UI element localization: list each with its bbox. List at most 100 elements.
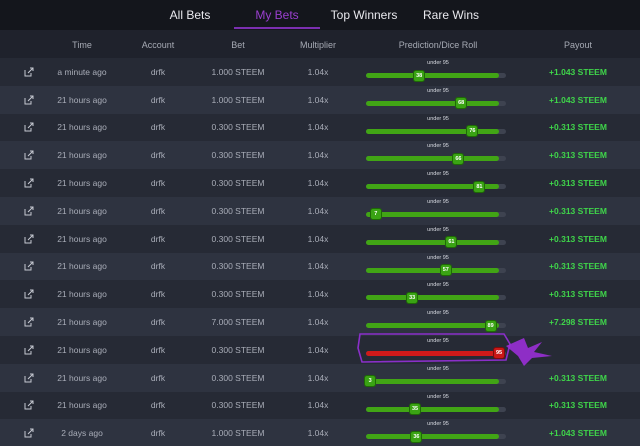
bet-amount: 1.000 STEEM <box>211 66 265 77</box>
bet-payout <box>540 336 616 364</box>
open-link-icon[interactable] <box>18 336 40 364</box>
prediction-label: under 95 <box>427 226 449 233</box>
bet-amount: 0.300 STEEM <box>211 261 265 272</box>
open-link-icon[interactable] <box>18 114 40 142</box>
bet-payout: +0.313 STEEM <box>549 122 607 133</box>
roll-track: 76 <box>366 125 506 138</box>
bet-account[interactable]: drfk <box>150 317 166 328</box>
bet-time: 21 hours ago <box>57 261 107 272</box>
tab-my-bets[interactable]: My Bets <box>234 0 320 30</box>
bet-multiplier: 1.04x <box>307 94 329 105</box>
roll-range-fill <box>366 128 499 134</box>
bet-multiplier: 1.04x <box>307 66 329 77</box>
table-row: 21 hours ago drfk 0.300 STEEM 1.04x unde… <box>0 169 640 197</box>
prediction-label: under 95 <box>427 393 449 400</box>
bet-amount: 0.300 STEEM <box>211 372 265 383</box>
bet-account[interactable]: drfk <box>150 150 166 161</box>
bet-account[interactable]: drfk <box>150 122 166 133</box>
prediction-label: under 95 <box>427 337 449 344</box>
prediction-label: under 95 <box>427 365 449 372</box>
roll-range-fill <box>366 434 499 440</box>
roll-range-fill <box>366 350 499 356</box>
prediction-roll-bar: under 95 57 <box>366 253 510 281</box>
bet-account[interactable]: drfk <box>150 233 166 244</box>
prediction-roll-bar: under 95 36 <box>366 419 510 446</box>
roll-result-marker: 95 <box>493 347 505 360</box>
bet-amount: 0.300 STEEM <box>211 344 265 355</box>
roll-range-fill <box>366 267 499 273</box>
open-link-icon[interactable] <box>18 280 40 308</box>
bet-multiplier: 1.04x <box>307 233 329 244</box>
roll-range-fill <box>366 73 499 78</box>
bet-account[interactable]: drfk <box>150 400 166 411</box>
bet-multiplier: 1.04x <box>307 400 329 411</box>
open-link-icon[interactable] <box>18 169 40 197</box>
bet-account[interactable]: drfk <box>150 178 166 189</box>
prediction-label: under 95 <box>427 310 449 317</box>
roll-result-marker: 7 <box>369 208 382 221</box>
bet-payout: +7.298 STEEM <box>549 317 607 328</box>
open-link-icon[interactable] <box>18 225 40 253</box>
open-link-icon[interactable] <box>18 197 40 225</box>
roll-track: 89 <box>366 319 506 332</box>
roll-track: 61 <box>366 236 506 249</box>
prediction-label: under 95 <box>427 198 449 205</box>
table-row: 21 hours ago drfk 0.300 STEEM 1.04x unde… <box>0 363 640 392</box>
bet-time: 21 hours ago <box>57 400 107 411</box>
table-row: 21 hours ago drfk 0.300 STEEM 1.04x unde… <box>0 196 640 225</box>
prediction-roll-bar: under 95 35 <box>366 392 510 420</box>
roll-range-fill <box>366 211 499 217</box>
roll-range-fill <box>366 323 499 329</box>
open-link-icon[interactable] <box>18 364 40 392</box>
bet-amount: 0.300 STEEM <box>211 150 265 161</box>
bet-amount: 0.300 STEEM <box>211 122 265 133</box>
bet-account[interactable]: drfk <box>150 344 166 355</box>
table-row: 21 hours ago drfk 7.000 STEEM 1.04x unde… <box>0 308 640 336</box>
roll-track: 68 <box>366 97 506 110</box>
bet-account[interactable]: drfk <box>150 261 166 272</box>
bet-time: 21 hours ago <box>57 344 107 355</box>
open-link-icon[interactable] <box>18 141 40 169</box>
bet-time: 21 hours ago <box>57 372 107 383</box>
roll-track: 66 <box>366 152 506 165</box>
open-link-icon[interactable] <box>18 392 40 420</box>
bet-multiplier: 1.04x <box>307 428 329 439</box>
bet-time: a minute ago <box>57 66 107 77</box>
bet-account[interactable]: drfk <box>150 66 166 77</box>
bet-amount: 0.300 STEEM <box>211 205 265 216</box>
open-link-icon[interactable] <box>18 419 40 446</box>
bet-account[interactable]: drfk <box>150 94 166 105</box>
prediction-label: under 95 <box>427 87 449 94</box>
bet-multiplier: 1.04x <box>307 122 329 133</box>
roll-track: 57 <box>366 264 506 277</box>
roll-result-marker: 81 <box>473 180 486 193</box>
roll-range-fill <box>366 378 499 384</box>
bet-payout: +0.313 STEEM <box>549 205 607 216</box>
bet-amount: 0.300 STEEM <box>211 233 265 244</box>
open-link-icon[interactable] <box>18 86 40 114</box>
bet-payout: +0.313 STEEM <box>549 178 607 189</box>
bet-account[interactable]: drfk <box>150 205 166 216</box>
prediction-label: under 95 <box>427 171 449 178</box>
open-link-icon[interactable] <box>18 253 40 281</box>
open-link-icon[interactable] <box>18 308 40 336</box>
bets-table-body: a minute ago drfk 1.000 STEEM 1.04x unde… <box>0 58 640 446</box>
bet-time: 21 hours ago <box>57 205 107 216</box>
bet-account[interactable]: drfk <box>150 372 166 383</box>
bet-multiplier: 1.04x <box>307 344 329 355</box>
roll-result-marker: 61 <box>445 236 458 249</box>
bet-multiplier: 1.04x <box>307 205 329 216</box>
bet-amount: 0.300 STEEM <box>211 400 265 411</box>
table-row: 21 hours ago drfk 0.300 STEEM 1.04x unde… <box>0 113 640 142</box>
tab-all-bets[interactable]: All Bets <box>169 8 211 22</box>
tab-top-winners[interactable]: Top Winners <box>330 8 398 22</box>
bet-account[interactable]: drfk <box>150 428 166 439</box>
tab-rare-wins[interactable]: Rare Wins <box>422 8 479 22</box>
bet-time: 2 days ago <box>61 428 103 439</box>
bet-account[interactable]: drfk <box>150 289 166 300</box>
bet-amount: 1.000 STEEM <box>211 94 265 105</box>
bet-time: 21 hours ago <box>57 233 107 244</box>
table-row: 21 hours ago drfk 0.300 STEEM 1.04x unde… <box>0 391 640 420</box>
roll-track: 95 <box>366 347 506 360</box>
open-link-icon[interactable] <box>18 58 40 86</box>
